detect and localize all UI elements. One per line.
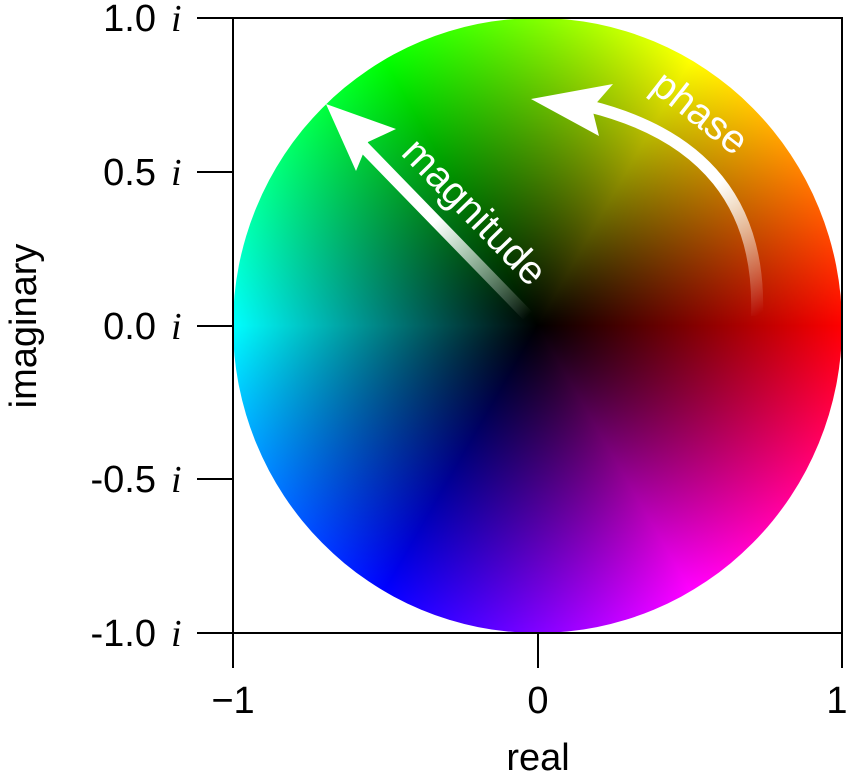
- phase-label: phase: [644, 62, 757, 164]
- x-tick-label: 0: [527, 680, 548, 722]
- y-tick-label: 0.0: [103, 306, 156, 348]
- plot-frame: [232, 17, 843, 634]
- magnitude-label: magnitude: [393, 130, 555, 295]
- y-tick-label: -0.5: [91, 459, 156, 501]
- magnitude-arrow: [326, 104, 533, 321]
- y-tick-unit: i: [171, 613, 182, 655]
- y-tick-label: 1.0: [103, 0, 156, 40]
- x-axis-title: real: [506, 737, 569, 775]
- phase-arrow-shaft: [586, 100, 764, 317]
- y-tick-unit: i: [171, 0, 182, 40]
- phase-arrow: [531, 84, 764, 317]
- phase-arrow-head: [531, 84, 613, 136]
- y-tick-label: -1.0: [91, 613, 156, 655]
- magnitude-arrow-shaft: [350, 133, 533, 321]
- y-tick-unit: i: [171, 459, 182, 501]
- y-tick-label: 0.5: [103, 152, 156, 194]
- x-tick-label: −1: [211, 680, 254, 722]
- y-tick-unit: i: [171, 152, 182, 194]
- magnitude-arrow-head: [326, 104, 396, 171]
- y-tick-unit: i: [171, 306, 182, 348]
- y-axis-title: imaginary: [3, 244, 45, 409]
- y-axis: 1.0 i 0.5 i 0.0 i -0.5 i -1.0 i: [91, 0, 233, 655]
- x-tick-label: 1: [826, 680, 847, 722]
- x-axis: −1 0 1: [211, 633, 848, 722]
